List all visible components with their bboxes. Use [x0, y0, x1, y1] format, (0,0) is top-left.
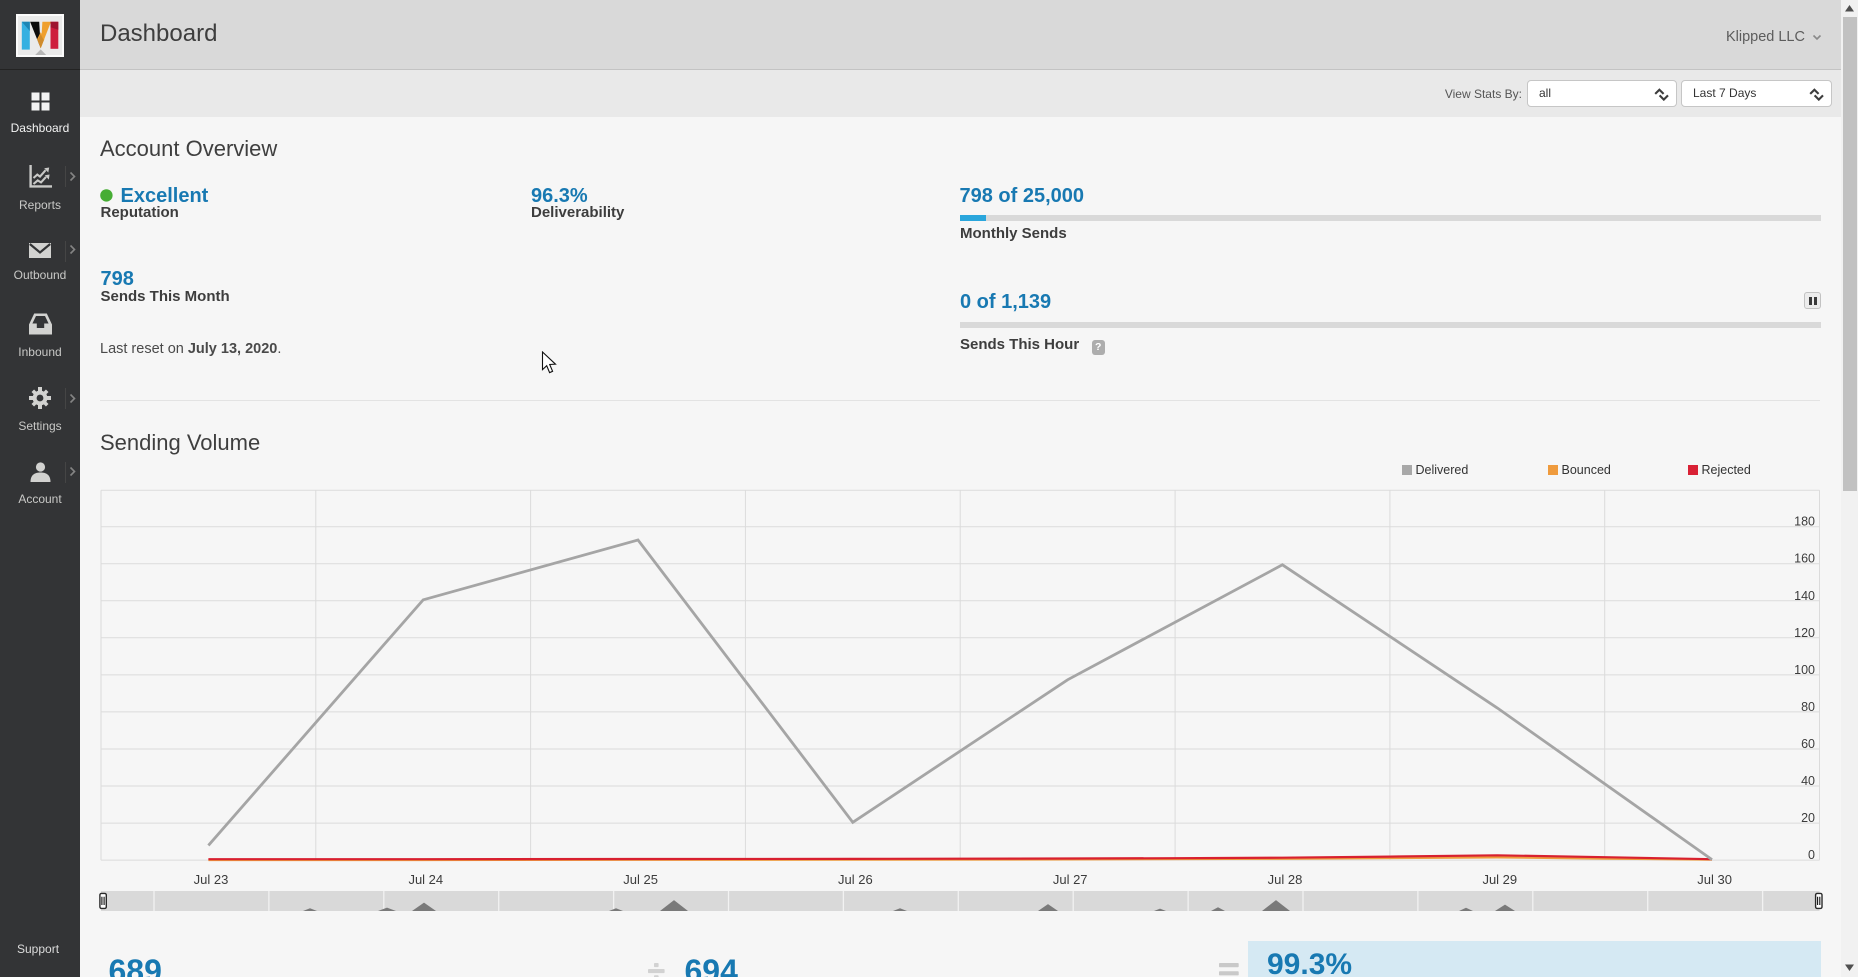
svg-text:120: 120 — [1794, 626, 1815, 640]
svg-text:160: 160 — [1794, 552, 1815, 566]
svg-text:Jul 24: Jul 24 — [408, 872, 443, 887]
svg-text:Jul 28: Jul 28 — [1268, 872, 1303, 887]
svg-text:180: 180 — [1794, 515, 1815, 529]
svg-text:Jul 29: Jul 29 — [1482, 872, 1517, 887]
svg-text:140: 140 — [1794, 589, 1815, 603]
svg-text:60: 60 — [1801, 737, 1815, 751]
svg-text:Jul 26: Jul 26 — [838, 872, 873, 887]
svg-text:Jul 27: Jul 27 — [1053, 872, 1088, 887]
svg-text:0: 0 — [1808, 848, 1815, 862]
svg-text:Jul 30: Jul 30 — [1697, 872, 1732, 887]
svg-text:Jul 25: Jul 25 — [623, 872, 658, 887]
svg-text:80: 80 — [1801, 700, 1815, 714]
svg-text:Jul 23: Jul 23 — [194, 872, 229, 887]
svg-text:100: 100 — [1794, 663, 1815, 677]
svg-text:20: 20 — [1801, 811, 1815, 825]
svg-text:40: 40 — [1801, 774, 1815, 788]
